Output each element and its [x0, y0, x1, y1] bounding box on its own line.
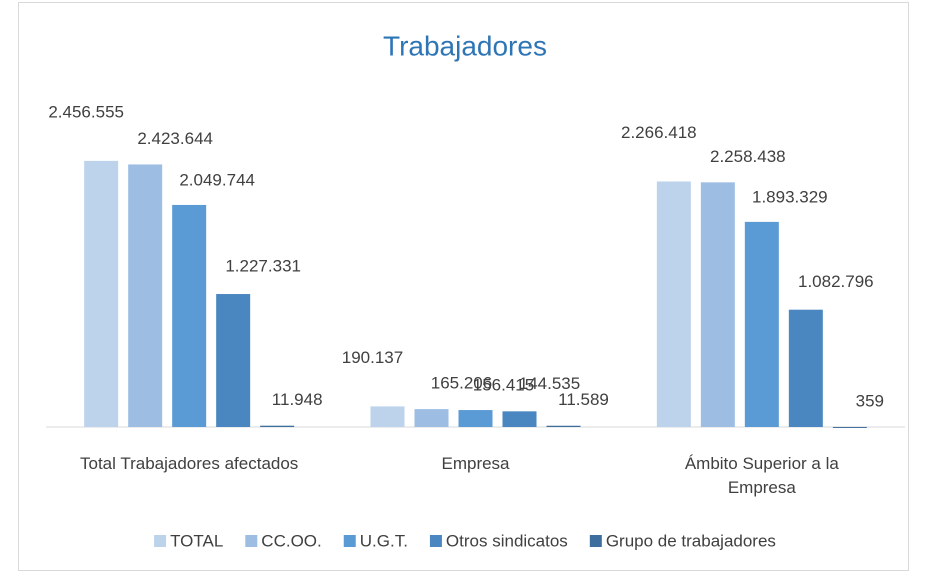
x-tick-label: Total Trabajadores afectados: [80, 454, 299, 473]
data-label: 2.049.744: [179, 170, 255, 189]
legend-label: TOTAL: [170, 531, 223, 550]
data-label: 1.227.331: [225, 257, 301, 276]
data-label: 165.206: [431, 374, 492, 393]
legend-label: Otros sindicatos: [446, 531, 568, 550]
data-label: 2.456.555: [48, 102, 124, 121]
chart-title: Trabajadores: [383, 30, 547, 61]
legend-swatch: [343, 535, 356, 547]
bar: [216, 294, 251, 427]
bar: [260, 425, 295, 427]
bar: [128, 164, 163, 427]
legend-swatch: [589, 535, 602, 547]
data-label: 2.266.418: [621, 123, 697, 142]
data-label: 190.137: [342, 348, 403, 367]
x-tick-label: Ámbito Superior a la Empresa: [684, 454, 839, 497]
data-label: 1.082.796: [798, 272, 874, 291]
data-label: 2.423.644: [137, 129, 213, 148]
bar: [832, 426, 867, 428]
bar: [788, 309, 823, 427]
bar: [700, 182, 735, 427]
legend-swatch: [429, 535, 442, 547]
bar: [458, 410, 493, 427]
bar: [84, 160, 119, 427]
bar: [370, 406, 405, 427]
legend-label: CC.OO.: [261, 531, 321, 550]
legend-label: U.G.T.: [360, 531, 408, 550]
data-label: 156.415: [473, 376, 534, 395]
data-label: 1.893.329: [752, 187, 828, 206]
data-label: 2.258.438: [710, 147, 786, 166]
bar: [744, 221, 779, 427]
legend-swatch: [245, 535, 258, 547]
bar: [414, 409, 449, 427]
bar: [172, 204, 207, 427]
legend-swatch: [154, 535, 167, 547]
bar: [502, 411, 537, 427]
data-label: 144.535: [519, 374, 580, 393]
bar: [546, 425, 581, 427]
legend-label: Grupo de trabajadores: [606, 531, 776, 550]
data-label: 359: [856, 391, 884, 410]
data-label: 11.589: [558, 390, 609, 409]
x-tick-label: Empresa: [441, 454, 510, 473]
data-label: 11.948: [272, 390, 323, 409]
bar: [656, 181, 691, 427]
